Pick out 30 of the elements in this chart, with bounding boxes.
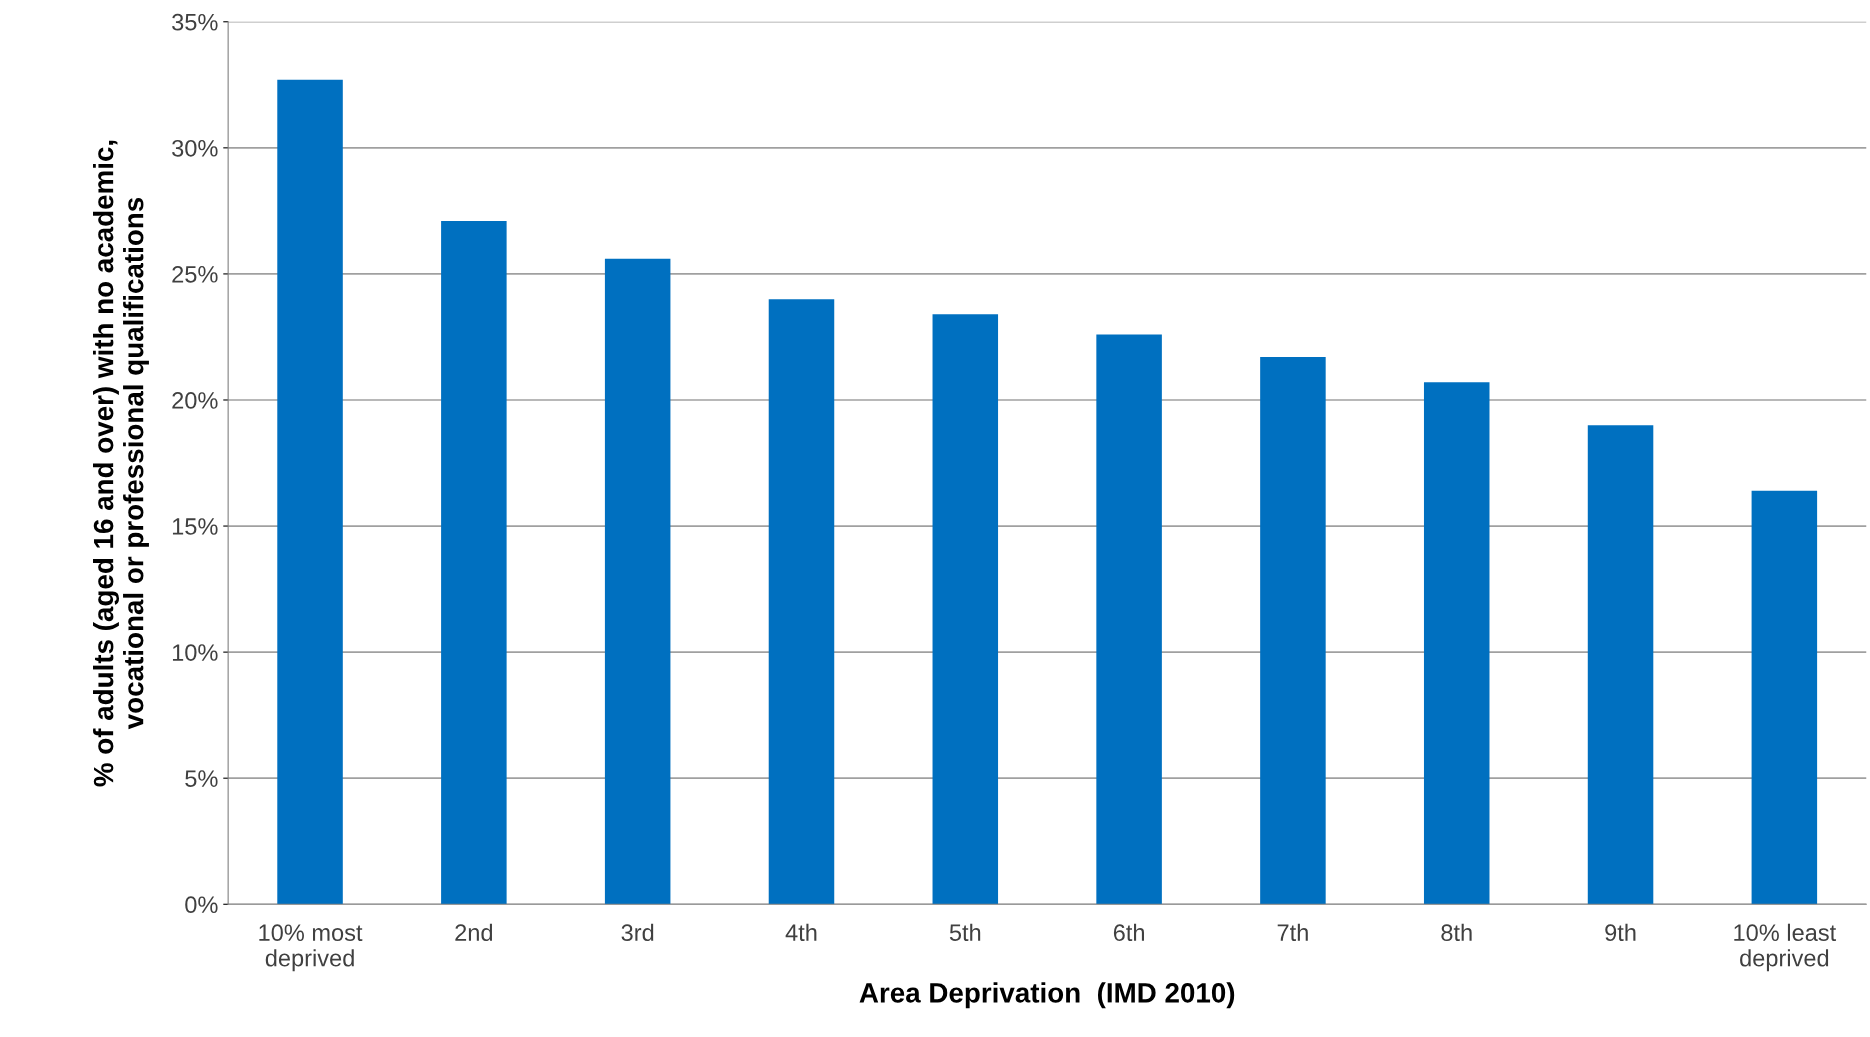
y-tick-label: 20%	[172, 392, 218, 409]
x-axis-title: Area Deprivation (IMD 2010)	[859, 982, 1235, 1009]
y-tick-label: 5%	[185, 770, 218, 787]
y-tick-label: 35%	[172, 13, 218, 31]
bar	[1096, 334, 1162, 905]
y-tick-label: 10%	[172, 644, 218, 661]
y-tick-label: 25%	[172, 265, 218, 283]
x-tick-label: 9th	[1605, 923, 1636, 942]
x-tick-label: 3rd	[621, 923, 654, 942]
bar	[1260, 357, 1326, 905]
bar	[932, 314, 999, 905]
bar	[1423, 382, 1490, 905]
bar	[277, 79, 343, 905]
x-tick-label: 8th	[1441, 923, 1472, 942]
bar	[604, 258, 671, 905]
y-axis-title: % of adults (aged 16 and over) with no academic, vocational or professional qualifications	[93, 140, 149, 787]
x-tick-label: 10% most deprived	[259, 924, 363, 972]
x-tick-label: 5th	[949, 923, 981, 942]
x-tick-label: 7th	[1277, 923, 1308, 941]
x-tick-label: 2nd	[455, 923, 493, 942]
bar	[768, 299, 835, 905]
x-tick-label: 6th	[1113, 923, 1144, 942]
x-tick-label: 4th	[785, 923, 817, 941]
y-tick-label: 30%	[172, 139, 218, 157]
x-tick-label: 10% least deprived	[1734, 923, 1837, 972]
y-tick-label: 15%	[172, 518, 218, 535]
bar	[441, 220, 507, 905]
bar	[1587, 425, 1654, 905]
bar	[1751, 490, 1818, 905]
y-tick-label: 0%	[185, 896, 218, 914]
